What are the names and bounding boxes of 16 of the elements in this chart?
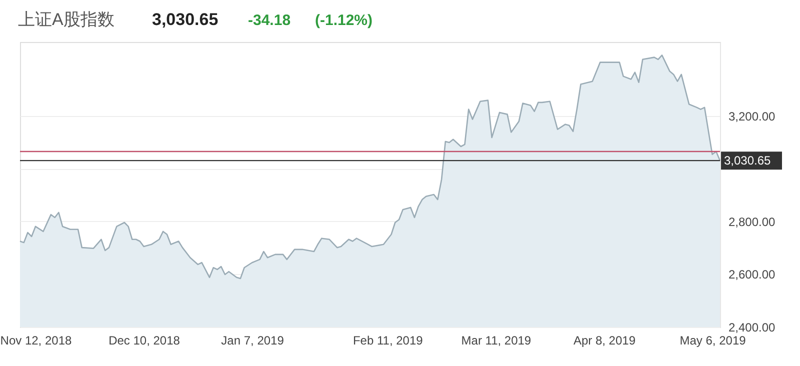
y-tick-label: 3,200.00 xyxy=(728,109,776,124)
x-tick-label: Feb 11, 2019 xyxy=(352,334,424,348)
x-tick-label: Nov 12, 2018 xyxy=(0,334,72,348)
x-tick-label: Apr 8, 2019 xyxy=(573,334,636,348)
x-tick-label: Jan 7, 2019 xyxy=(221,334,284,348)
text: (-1.12%) xyxy=(315,12,373,29)
chart-title: 上证A股指数 xyxy=(18,10,114,29)
text: -34.18 xyxy=(248,12,291,29)
text: 3,030.65 xyxy=(152,10,218,29)
x-tick-label: Dec 10, 2018 xyxy=(108,334,180,348)
ref-line-label: 3,030.65 xyxy=(724,154,772,168)
y-tick-label: 2,400.00 xyxy=(728,320,776,334)
y-tick-label: 2,800.00 xyxy=(728,214,776,229)
y-tick-label: 2,600.00 xyxy=(728,268,776,282)
x-tick-label: Mar 11, 2019 xyxy=(461,334,532,348)
x-tick-label: May 6, 2019 xyxy=(680,334,746,348)
